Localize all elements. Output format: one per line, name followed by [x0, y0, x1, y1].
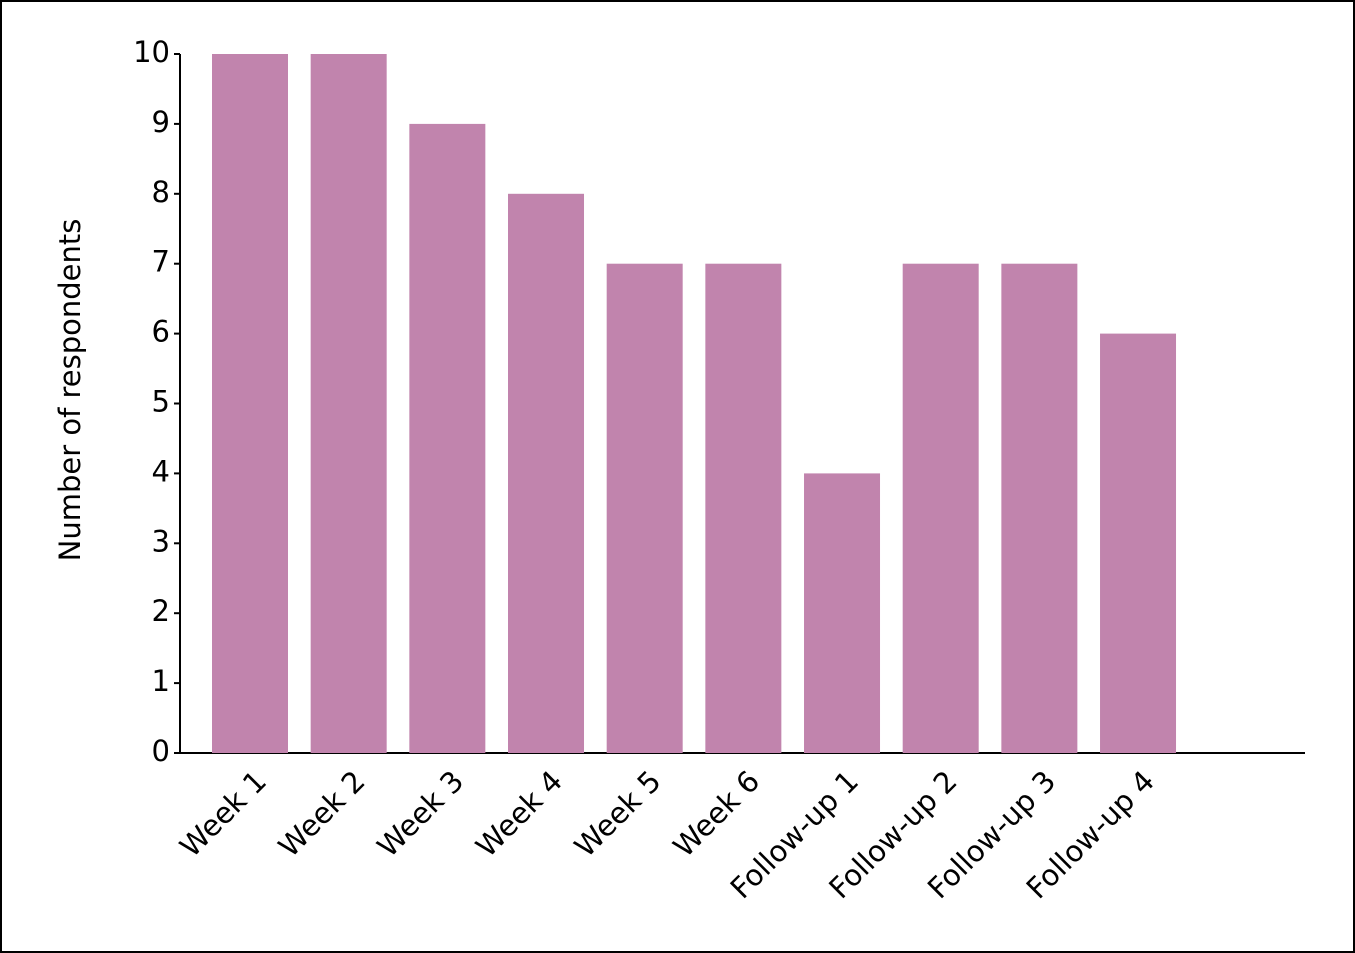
bar: [902, 263, 979, 753]
y-tick-label: 1: [152, 664, 170, 698]
y-tick-label: 4: [152, 454, 170, 488]
y-tick-label: 5: [152, 385, 170, 419]
bar: [804, 473, 881, 753]
y-tick-label: 10: [133, 35, 170, 69]
bar: [1100, 333, 1177, 753]
y-tick-label: 3: [152, 524, 170, 558]
y-axis-label: Number of respondents: [53, 219, 87, 562]
bar: [310, 54, 387, 753]
y-tick-label: 9: [152, 105, 170, 139]
y-tick-label: 8: [152, 175, 170, 209]
bar: [1001, 263, 1078, 753]
y-tick-label: 2: [152, 594, 170, 628]
y-tick-label: 0: [152, 734, 170, 768]
bar: [606, 263, 683, 753]
y-tick-label: 6: [152, 315, 170, 349]
bar: [409, 123, 486, 753]
bar: [705, 263, 782, 753]
y-tick-label: 7: [152, 245, 170, 279]
bar: [508, 193, 585, 754]
bar: [212, 54, 288, 753]
